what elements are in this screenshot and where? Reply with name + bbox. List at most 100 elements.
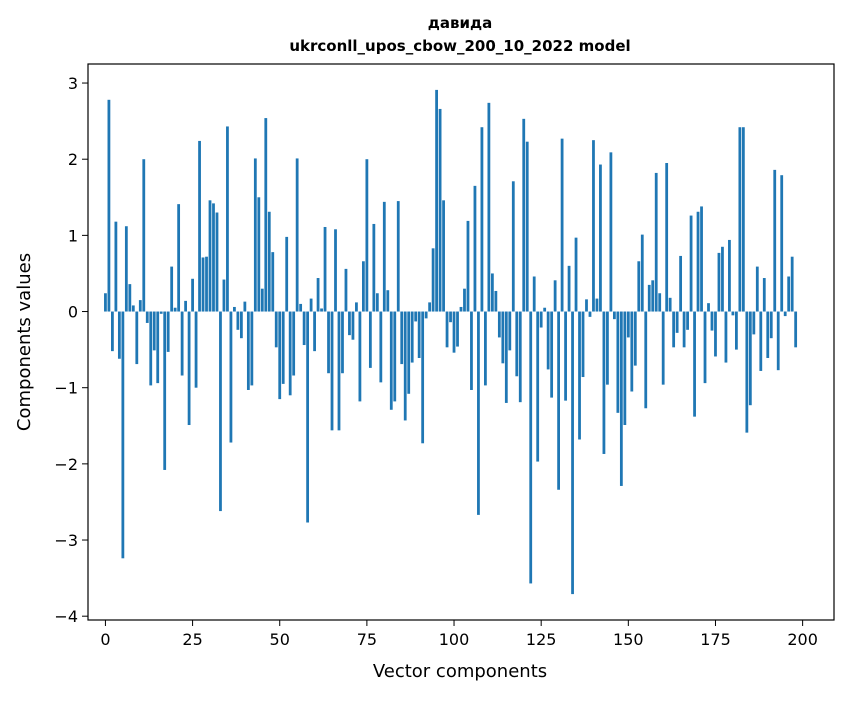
bar-191 — [769, 311, 773, 339]
bar-79 — [379, 311, 383, 383]
bar-99 — [449, 311, 452, 323]
bar-5 — [121, 311, 125, 559]
bar-164 — [675, 311, 679, 333]
bar-31 — [212, 203, 215, 312]
bar-134 — [571, 311, 574, 595]
bar-94 — [431, 248, 435, 312]
bar-157 — [651, 280, 655, 312]
bar-153 — [637, 261, 641, 312]
bar-12 — [145, 311, 149, 323]
bar-172 — [703, 311, 707, 384]
bar-66 — [334, 229, 337, 312]
bar-179 — [728, 239, 731, 312]
bar-77 — [372, 223, 376, 312]
bar-59 — [309, 298, 313, 312]
bar-101 — [456, 311, 459, 347]
bar-60 — [313, 311, 316, 352]
bar-160 — [661, 311, 665, 385]
bar-138 — [585, 299, 588, 312]
bar-61 — [316, 278, 320, 312]
bar-130 — [557, 311, 560, 490]
bar-87 — [407, 311, 411, 394]
x-tick-label: 100 — [439, 630, 470, 649]
bar-34 — [222, 279, 226, 312]
bar-44 — [257, 197, 261, 312]
bar-11 — [142, 159, 146, 312]
bar-117 — [511, 181, 515, 312]
bar-62 — [320, 308, 323, 312]
bar-49 — [274, 311, 278, 348]
bar-105 — [470, 311, 473, 390]
y-tick-label: 1 — [68, 226, 78, 245]
bar-89 — [414, 311, 418, 322]
bar-177 — [721, 246, 724, 312]
bar-96 — [438, 108, 442, 312]
bar-165 — [679, 255, 683, 312]
bar-24 — [187, 311, 191, 426]
bar-123 — [532, 276, 536, 312]
bar-64 — [327, 311, 330, 374]
bar-19 — [170, 266, 174, 312]
bar-16 — [159, 311, 163, 314]
bar-52 — [285, 236, 289, 312]
bar-158 — [654, 172, 658, 312]
chart-title-line2: ukrconll_upos_cbow_200_10_2022 model — [289, 37, 630, 55]
bar-14 — [152, 311, 156, 351]
bar-50 — [278, 311, 282, 400]
bar-15 — [156, 311, 160, 384]
bar-69 — [344, 268, 348, 312]
bar-120 — [522, 118, 526, 312]
bar-136 — [578, 311, 581, 440]
bar-159 — [658, 293, 662, 312]
bar-109 — [484, 311, 487, 386]
bar-146 — [612, 311, 616, 320]
bar-131 — [560, 138, 564, 312]
bar-115 — [504, 311, 508, 403]
chart-title: давида ukrconll_upos_cbow_200_10_2022 mo… — [289, 14, 630, 55]
bar-41 — [246, 311, 250, 390]
bar-82 — [389, 311, 393, 410]
bar-178 — [724, 311, 728, 363]
bar-4 — [117, 311, 121, 359]
bar-137 — [581, 311, 585, 378]
x-tick-label: 150 — [613, 630, 644, 649]
y-tick-label: −3 — [54, 531, 78, 550]
bar-108 — [480, 127, 484, 312]
bar-56 — [299, 303, 303, 312]
bar-156 — [647, 284, 651, 312]
bar-166 — [682, 311, 686, 348]
bar-33 — [219, 311, 222, 512]
bar-46 — [264, 118, 268, 312]
x-tick-label: 25 — [182, 630, 202, 649]
bar-196 — [787, 276, 791, 312]
bar-195 — [783, 311, 787, 317]
bar-116 — [508, 311, 512, 351]
x-tick-label: 200 — [787, 630, 818, 649]
bar-189 — [762, 278, 766, 312]
bar-21 — [177, 204, 181, 312]
bar-106 — [473, 185, 477, 312]
bar-126 — [543, 307, 547, 312]
bar-119 — [518, 311, 522, 403]
bar-140 — [592, 140, 595, 312]
y-tick-label: 0 — [68, 303, 78, 322]
bar-163 — [672, 311, 676, 348]
bar-55 — [295, 158, 299, 312]
bar-97 — [442, 200, 445, 312]
bar-65 — [330, 311, 334, 431]
bar-148 — [619, 311, 623, 486]
bar-161 — [665, 163, 669, 312]
bar-26 — [194, 311, 198, 388]
bar-84 — [396, 201, 400, 312]
bar-81 — [386, 290, 390, 312]
bar-53 — [288, 311, 292, 396]
bar-23 — [184, 300, 187, 312]
bar-173 — [707, 303, 710, 312]
bar-152 — [633, 311, 637, 366]
bar-54 — [292, 311, 296, 376]
bar-76 — [368, 311, 372, 368]
x-tick-label: 175 — [700, 630, 731, 649]
bar-183 — [741, 127, 745, 312]
bar-43 — [253, 158, 257, 312]
x-axis-ticks: 0 25 50 75 100 125 150 175 200 — [100, 620, 818, 649]
